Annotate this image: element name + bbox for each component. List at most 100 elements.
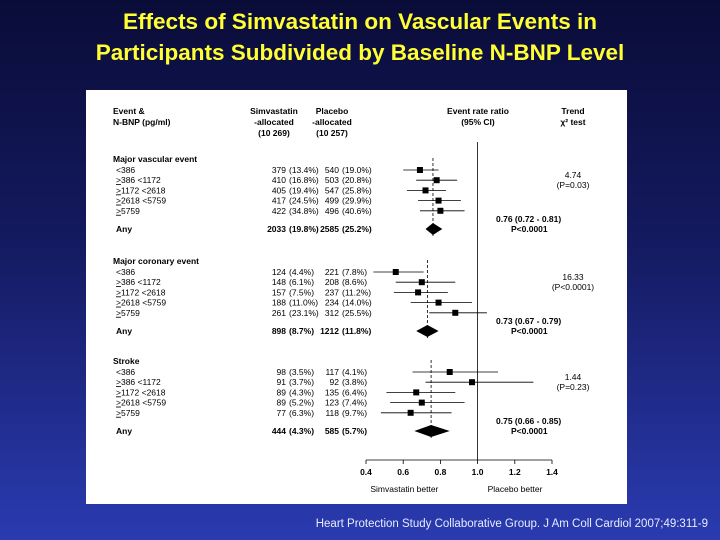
axis-tick-label: 0.6 <box>397 467 409 477</box>
placebo-count: 237 <box>325 287 339 297</box>
header-trend-line2: χ² test <box>560 117 585 127</box>
row-label: >2618 <5759 <box>116 196 166 206</box>
placebo-count: 540 <box>325 165 339 175</box>
placebo-count: 118 <box>325 408 339 418</box>
column-headers: Event & N-BNP (pg/ml) Simvastatin -alloc… <box>113 106 586 138</box>
any-label: Any <box>116 426 132 436</box>
placebo-pct: (4.1%) <box>342 367 367 377</box>
any-simva-pct: (4.3%) <box>289 426 314 436</box>
row-label: >386 <1172 <box>116 277 161 287</box>
simva-count: 261 <box>272 308 286 318</box>
summary-ratio-text: 0.75 (0.66 - 0.85) <box>496 416 561 426</box>
axis-tick-label: 1.2 <box>509 467 521 477</box>
placebo-count: 312 <box>325 308 339 318</box>
row-label: >386 <1172 <box>116 175 161 185</box>
any-placebo-pct: (11.8%) <box>342 326 371 336</box>
trend-p: (P=0.03) <box>557 180 590 190</box>
placebo-count: 499 <box>325 196 339 206</box>
simva-pct: (24.5%) <box>289 196 319 206</box>
header-event-line1: Event & <box>113 106 145 116</box>
placebo-count: 496 <box>325 206 339 216</box>
estimate-square <box>413 389 420 396</box>
row-label: <386 <box>116 367 135 377</box>
slide-title: Effects of Simvastatin on Vascular Event… <box>0 6 720 68</box>
any-simva-count: 444 <box>272 426 286 436</box>
any-simva-count: 2033 <box>267 224 286 234</box>
placebo-count: 547 <box>325 185 339 195</box>
row-label: >1172 <2618 <box>116 185 166 195</box>
group-title: Major vascular event <box>113 154 197 164</box>
group-title: Stroke <box>113 356 140 366</box>
simva-pct: (4.4%) <box>289 267 314 277</box>
summary-p-text: P<0.0001 <box>511 426 548 436</box>
estimate-square <box>433 177 440 184</box>
row-label: >2618 <5759 <box>116 398 166 408</box>
estimate-square <box>392 269 399 275</box>
summary-ratio-text: 0.73 (0.67 - 0.79) <box>496 316 561 326</box>
placebo-pct: (7.8%) <box>342 267 367 277</box>
placebo-count: 123 <box>325 398 339 408</box>
header-simva-line2: -allocated <box>254 117 294 127</box>
estimate-square <box>418 279 425 286</box>
simva-pct: (6.3%) <box>289 408 314 418</box>
simva-count: 417 <box>272 196 286 206</box>
any-label: Any <box>116 326 132 336</box>
row-label: >5759 <box>116 308 140 318</box>
placebo-pct: (14.0%) <box>342 298 372 308</box>
simva-pct: (6.1%) <box>289 277 314 287</box>
row-label: >386 <1172 <box>116 377 161 387</box>
forest-plot-panel: Event & N-BNP (pg/ml) Simvastatin -alloc… <box>86 90 627 504</box>
row-label: >2618 <5759 <box>116 298 166 308</box>
simva-pct: (23.1%) <box>289 308 319 318</box>
axis-tick-label: 0.8 <box>434 467 446 477</box>
estimate-square <box>437 207 444 214</box>
header-simva-n: (10 269) <box>258 128 290 138</box>
estimate-square <box>407 409 414 416</box>
simva-pct: (7.5%) <box>289 287 314 297</box>
any-placebo-pct: (5.7%) <box>342 426 367 436</box>
simva-pct: (13.4%) <box>289 165 319 175</box>
group-2: Stroke <box>113 356 140 366</box>
citation: Heart Protection Study Collaborative Gro… <box>315 518 708 530</box>
any-simva-pct: (19.8%) <box>289 224 319 234</box>
simva-count: 89 <box>277 398 287 408</box>
any-label: Any <box>116 224 132 234</box>
estimate-square <box>435 197 442 204</box>
simva-pct: (16.8%) <box>289 175 319 185</box>
any-simva-count: 898 <box>272 326 286 336</box>
placebo-count: 234 <box>325 298 339 308</box>
placebo-count: 221 <box>325 267 339 277</box>
simva-pct: (3.5%) <box>289 367 314 377</box>
simva-count: 124 <box>272 267 286 277</box>
estimate-square <box>418 399 425 406</box>
estimate-square <box>416 167 423 173</box>
header-placebo-n: (10 257) <box>316 128 348 138</box>
placebo-pct: (7.4%) <box>342 398 367 408</box>
row-label: >1172 <2618 <box>116 387 166 397</box>
placebo-pct: (3.8%) <box>342 377 367 387</box>
simva-pct: (5.2%) <box>289 398 314 408</box>
placebo-pct: (8.6%) <box>342 277 367 287</box>
group-0: Major vascular event <box>113 154 197 164</box>
placebo-pct: (11.2%) <box>342 287 371 297</box>
estimate-square <box>446 369 453 375</box>
simva-count: 77 <box>277 408 287 418</box>
placebo-pct: (29.9%) <box>342 196 372 206</box>
placebo-pct: (19.0%) <box>342 165 372 175</box>
row-label: >1172 <2618 <box>116 287 166 297</box>
summary-p-text: P<0.0001 <box>511 224 548 234</box>
simva-count: 148 <box>272 277 286 287</box>
trend-chi2: 4.74 <box>565 170 582 180</box>
header-ratio-line1: Event rate ratio <box>447 106 509 116</box>
simva-count: 98 <box>277 367 287 377</box>
trend-chi2: 16.33 <box>562 272 584 282</box>
title-line-2: Participants Subdivided by Baseline N-BN… <box>95 40 625 65</box>
trend-p: (P<0.0001) <box>552 282 594 292</box>
row-label: >5759 <box>116 408 140 418</box>
any-placebo-count: 1212 <box>320 326 339 336</box>
simva-count: 91 <box>277 377 287 387</box>
placebo-count: 208 <box>325 277 339 287</box>
any-placebo-count: 2585 <box>320 224 339 234</box>
simva-pct: (19.4%) <box>289 185 319 195</box>
summary-ratio-text: 0.76 (0.72 - 0.81) <box>496 214 561 224</box>
